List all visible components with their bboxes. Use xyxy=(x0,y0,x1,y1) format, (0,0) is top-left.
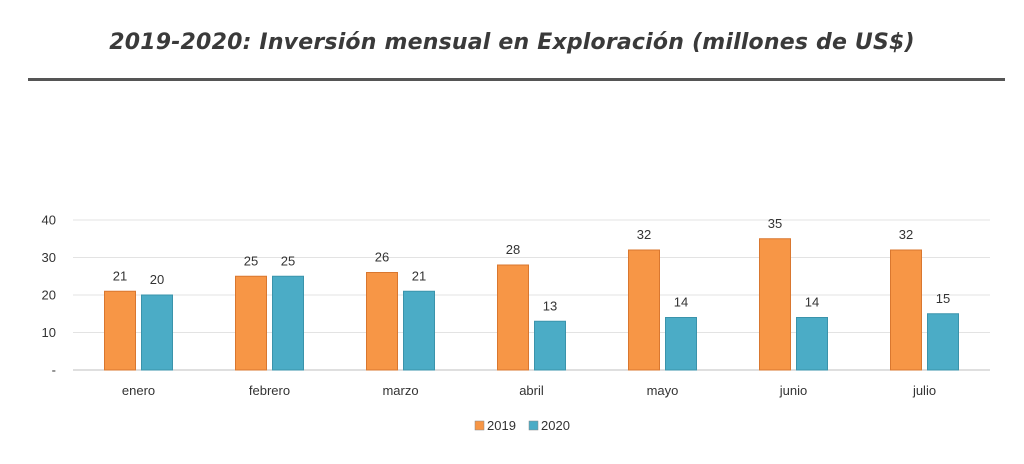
chart-title: 2019-2020: Inversión mensual en Explorac… xyxy=(109,30,915,55)
x-tick-label: julio xyxy=(912,383,936,398)
legend-swatch-2019 xyxy=(474,420,485,431)
bar-2020-julio xyxy=(927,313,959,371)
bar-2020-enero xyxy=(141,294,173,371)
data-label: 25 xyxy=(244,253,258,268)
data-label: 25 xyxy=(281,253,295,268)
y-tick-label: 40 xyxy=(42,213,56,228)
data-label: 21 xyxy=(113,268,127,283)
y-tick-label: - xyxy=(52,363,56,378)
x-tick-label: mayo xyxy=(647,383,679,398)
bar-2019-julio xyxy=(890,249,922,371)
bar-2020-marzo xyxy=(403,290,435,371)
legend-label: 2020 xyxy=(541,418,570,433)
legend-label: 2019 xyxy=(487,418,516,433)
bar-2020-abril xyxy=(534,320,566,371)
bar-2020-junio xyxy=(796,317,828,371)
data-label: 20 xyxy=(150,272,164,287)
data-label: 21 xyxy=(412,268,426,283)
data-label: 13 xyxy=(543,298,557,313)
data-label: 32 xyxy=(899,227,913,242)
bar-2019-junio xyxy=(759,238,791,371)
bar-2019-marzo xyxy=(366,272,398,371)
bar-2019-abril xyxy=(497,264,529,371)
data-label: 14 xyxy=(805,295,819,310)
bar-2019-mayo xyxy=(628,249,660,371)
x-tick-label: enero xyxy=(122,383,155,398)
y-tick-label: 30 xyxy=(42,250,56,265)
data-label: 32 xyxy=(637,227,651,242)
data-label: 28 xyxy=(506,242,520,257)
x-tick-label: marzo xyxy=(382,383,418,398)
x-tick-label: abril xyxy=(519,383,544,398)
x-tick-label: junio xyxy=(779,383,807,398)
bar-2019-febrero xyxy=(235,275,267,371)
y-tick-label: 20 xyxy=(42,288,56,303)
bar-2020-febrero xyxy=(272,275,304,371)
legend-swatch-2020 xyxy=(528,420,539,431)
x-tick-label: febrero xyxy=(249,383,290,398)
y-tick-label: 10 xyxy=(42,325,56,340)
data-label: 15 xyxy=(936,291,950,306)
data-label: 35 xyxy=(768,216,782,231)
bar-2019-enero xyxy=(104,290,136,371)
title-divider xyxy=(28,78,1005,81)
data-label: 26 xyxy=(375,250,389,265)
bar-2020-mayo xyxy=(665,317,697,371)
data-label: 14 xyxy=(674,295,688,310)
